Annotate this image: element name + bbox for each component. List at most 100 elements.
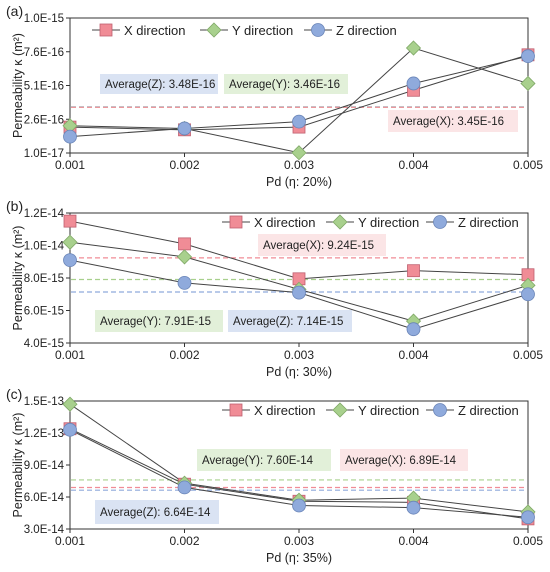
average-box (95, 500, 219, 524)
average-label: Average(X): 9.24E-15 (263, 240, 374, 252)
x-tick-label: 0.002 (169, 158, 199, 172)
legend-label: Y direction (232, 23, 293, 38)
legend-marker (229, 403, 243, 417)
legend-marker (332, 402, 348, 418)
legend-label: X direction (124, 23, 185, 38)
x-tick-label: 0.004 (398, 534, 428, 548)
legend-marker (332, 214, 348, 230)
data-point-z-direction (521, 510, 535, 525)
y-tick-label: 9.0E-14 (24, 460, 65, 472)
legend-marker (433, 215, 447, 229)
y-tick-label: 3.0E-14 (24, 524, 65, 536)
data-point-y-direction (62, 396, 78, 412)
legend-marker (229, 215, 243, 229)
y-tick-label: 1.0E-14 (24, 241, 65, 253)
average-box (224, 74, 348, 94)
y-axis-label: Permeability κ (m²) (11, 413, 25, 518)
legend-marker (311, 23, 325, 37)
legend-marker (206, 22, 222, 38)
average-label: Average(Y): 3.46E-16 (229, 79, 340, 91)
average-label: Average(Z): 7.14E-15 (233, 316, 343, 328)
x-tick-label: 0.005 (513, 158, 543, 172)
data-point-z-direction (292, 285, 306, 300)
data-point-x-direction (178, 237, 191, 251)
data-point-y-direction (62, 234, 78, 250)
x-tick-label: 0.001 (55, 348, 85, 362)
data-point-x-direction (63, 214, 77, 228)
y-tick-label: 1.2E-13 (24, 428, 64, 440)
average-label: Average(Z): 6.64E-14 (100, 507, 211, 519)
data-point-z-direction (177, 275, 192, 290)
legend-label: Z direction (458, 215, 519, 230)
average-box (340, 449, 468, 471)
average-box (228, 310, 352, 332)
y-tick-label: 1.5E-13 (24, 396, 64, 408)
x-tick-label: 0.003 (284, 534, 314, 548)
data-point-z-direction (406, 322, 421, 337)
y-tick-label: 1.0E-17 (24, 148, 64, 160)
x-tick-label: 0.002 (169, 534, 199, 548)
average-box (388, 110, 518, 132)
y-axis-label: Permeability κ (m²) (11, 33, 25, 138)
x-tick-label: 0.005 (513, 534, 543, 548)
data-point-z-direction (521, 49, 535, 64)
legend-label: Y direction (358, 215, 419, 230)
x-axis-label: Pd (η: 35%) (266, 551, 332, 565)
x-tick-label: 0.005 (513, 348, 543, 362)
y-tick-label: 8.0E-15 (24, 273, 64, 285)
average-box (197, 449, 331, 471)
x-axis-label: Pd (η: 20%) (266, 175, 332, 189)
legend-marker (99, 23, 113, 37)
data-point-z-direction (406, 500, 421, 515)
x-tick-label: 0.003 (284, 158, 314, 172)
legend-label: Z direction (336, 23, 397, 38)
data-point-z-direction (177, 480, 192, 495)
y-tick-label: 4.0E-15 (24, 338, 64, 350)
series-line-y-direction (69, 47, 529, 154)
legend-label: X direction (254, 215, 315, 230)
average-label: Average(X): 3.45E-16 (393, 116, 504, 128)
average-label: Average(Y): 7.91E-15 (100, 316, 211, 328)
legend-label: Y direction (358, 403, 419, 418)
average-box (100, 74, 218, 94)
x-tick-label: 0.003 (284, 348, 314, 362)
y-tick-label: 6.0E-14 (24, 492, 65, 504)
legend-marker (433, 403, 447, 417)
x-tick-label: 0.004 (398, 348, 428, 362)
data-point-y-direction (405, 40, 422, 56)
x-tick-label: 0.004 (398, 158, 428, 172)
data-point-z-direction (292, 114, 306, 129)
legend-label: Z direction (458, 403, 519, 418)
average-box (95, 310, 223, 332)
data-point-y-direction (291, 145, 307, 161)
average-label: Average(X): 6.89E-14 (345, 455, 457, 467)
data-point-z-direction (177, 121, 192, 136)
y-tick-label: 1.2E-14 (24, 208, 65, 220)
panel-label: (b) (6, 198, 23, 214)
data-point-y-direction (176, 249, 193, 265)
data-point-y-direction (520, 75, 536, 92)
data-point-x-direction (407, 264, 420, 278)
y-tick-label: 1.0E-15 (24, 13, 64, 25)
data-point-z-direction (521, 287, 535, 302)
average-box (258, 234, 386, 256)
chart-panel-1: 1.0E-17 2.6E-16 5.1E-16 7.6E-16 1.0E-15 0.001… (6, 3, 543, 189)
y-tick-label: 5.1E-16 (24, 81, 64, 93)
y-tick-label: 6.0E-15 (24, 306, 64, 318)
panel-label: (c) (6, 386, 22, 402)
chart-panel-2: 4.0E-15 6.0E-15 8.0E-15 1.0E-14 1.2E-14 0.001… (6, 198, 543, 379)
x-tick-label: 0.001 (55, 534, 85, 548)
average-label: Average(Y): 7.60E-14 (202, 455, 314, 467)
y-axis-label: Permeability κ (m²) (11, 226, 25, 331)
y-tick-label: 7.6E-16 (24, 47, 64, 59)
x-tick-label: 0.002 (169, 348, 199, 362)
data-point-z-direction (63, 129, 77, 144)
panel-label: (a) (6, 3, 23, 19)
data-point-z-direction (292, 498, 306, 513)
data-point-z-direction (63, 253, 77, 268)
data-point-z-direction (63, 422, 77, 437)
y-tick-label: 2.6E-16 (24, 114, 64, 126)
x-axis-label: Pd (η: 30%) (266, 365, 332, 379)
legend-label: X direction (254, 403, 315, 418)
